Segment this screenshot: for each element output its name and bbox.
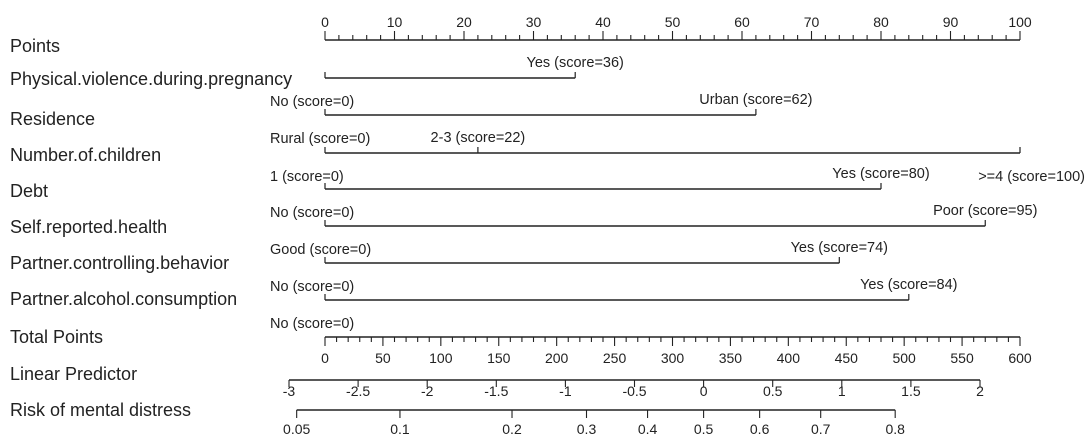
points-tick-label: 50: [665, 14, 681, 30]
points-tick-label: 40: [595, 14, 611, 30]
risk-tick-label: 0.1: [390, 421, 410, 437]
total-points-tick-label: 550: [950, 350, 974, 366]
points-tick-label: 90: [943, 14, 959, 30]
variable-label: Partner.controlling.behavior: [10, 253, 229, 273]
level-label: Poor (score=95): [933, 203, 1037, 219]
risk-tick-label: 0.7: [811, 421, 831, 437]
level-label: Yes (score=74): [791, 240, 888, 256]
variable-label: Physical.violence.during.pregnancy: [10, 69, 292, 89]
risk-tick-label: 0.4: [638, 421, 658, 437]
total-points-tick-label: 350: [719, 350, 743, 366]
total-points-tick-label: 300: [661, 350, 685, 366]
variable-label: Residence: [10, 109, 95, 129]
level-label: No (score=0): [270, 94, 354, 110]
level-label: >=4 (score=100): [978, 169, 1085, 185]
linear-predictor-axis-label: Linear Predictor: [10, 364, 137, 384]
points-tick-label: 10: [387, 14, 403, 30]
points-tick-label: 60: [734, 14, 750, 30]
risk-axis-label: Risk of mental distress: [10, 400, 191, 420]
level-label: Good (score=0): [270, 242, 371, 258]
risk-tick-label: 0.5: [694, 421, 714, 437]
level-label: No (score=0): [270, 316, 354, 332]
level-label: Yes (score=80): [832, 166, 929, 182]
level-label: Rural (score=0): [270, 131, 370, 147]
points-tick-label: 70: [804, 14, 820, 30]
level-label: Yes (score=36): [526, 55, 623, 71]
points-tick-label: 100: [1008, 14, 1032, 30]
risk-tick-label: 0.2: [502, 421, 522, 437]
risk-tick-label: 0.3: [577, 421, 597, 437]
total-points-tick-label: 50: [375, 350, 391, 366]
linear-predictor-tick-label: 1.5: [901, 383, 921, 399]
total-points-tick-label: 0: [321, 350, 329, 366]
variable-label: Self.reported.health: [10, 217, 167, 237]
linear-predictor-tick-label: -2.5: [346, 383, 370, 399]
linear-predictor-tick-label: 0: [700, 383, 708, 399]
linear-predictor-tick-label: -1: [559, 383, 572, 399]
linear-predictor-tick-label: -2: [421, 383, 434, 399]
level-label: No (score=0): [270, 205, 354, 221]
total-points-tick-label: 400: [777, 350, 801, 366]
total-points-tick-label: 500: [892, 350, 916, 366]
total-points-tick-label: 200: [545, 350, 569, 366]
variable-label: Number.of.children: [10, 145, 161, 165]
risk-tick-label: 0.8: [885, 421, 905, 437]
total-points-tick-label: 150: [487, 350, 511, 366]
level-label: 2-3 (score=22): [431, 130, 526, 146]
total-points-tick-label: 600: [1008, 350, 1032, 366]
total-points-tick-label: 100: [429, 350, 453, 366]
level-label: 1 (score=0): [270, 169, 344, 185]
level-label: Yes (score=84): [860, 277, 957, 293]
risk-tick-label: 0.6: [750, 421, 770, 437]
points-tick-label: 30: [526, 14, 542, 30]
linear-predictor-tick-label: -1.5: [484, 383, 508, 399]
total-points-axis-label: Total Points: [10, 327, 103, 347]
level-label: No (score=0): [270, 279, 354, 295]
points-tick-label: 20: [456, 14, 472, 30]
linear-predictor-tick-label: 2: [976, 383, 984, 399]
points-tick-label: 0: [321, 14, 329, 30]
variable-label: Debt: [10, 181, 48, 201]
total-points-tick-label: 450: [835, 350, 859, 366]
points-tick-label: 80: [873, 14, 889, 30]
linear-predictor-tick-label: -0.5: [622, 383, 646, 399]
points-axis-label: Points: [10, 36, 60, 56]
linear-predictor-tick-label: 0.5: [763, 383, 783, 399]
variable-label: Partner.alcohol.consumption: [10, 289, 237, 309]
total-points-tick-label: 250: [603, 350, 627, 366]
risk-tick-label: 0.05: [283, 421, 310, 437]
linear-predictor-tick-label: -3: [283, 383, 296, 399]
linear-predictor-tick-label: 1: [838, 383, 846, 399]
level-label: Urban (score=62): [699, 92, 812, 108]
